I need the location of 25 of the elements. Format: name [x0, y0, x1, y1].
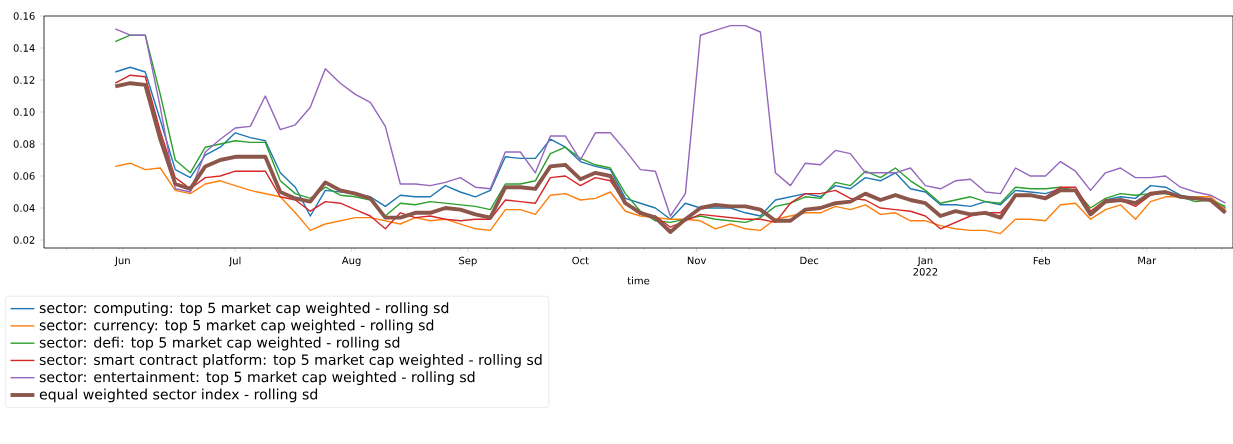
x-tick-label: Dec [800, 256, 819, 265]
y-tick-label: 0.14 [13, 44, 35, 52]
x-tick-label: Aug [341, 256, 361, 267]
legend-label: sector: computing: top 5 market cap weighted - rolling sd [39, 302, 449, 316]
y-tick-label: 0.10 [13, 108, 35, 116]
x-tick-label: Nov [687, 256, 707, 265]
legend-label: sector: entertainment: top 5 market cap weighted - rolling sd [39, 371, 475, 386]
legend-label: sector: smart contract platform: top 5 market cap weighted - rolling sd [39, 354, 542, 368]
x-tick-label: Oct [572, 256, 589, 265]
legend-label: sector: defi: top 5 market cap weighted - rolling sd [39, 336, 400, 351]
x-tick-label: Jun [114, 256, 130, 267]
y-tick-label: 0.08 [13, 140, 35, 148]
y-tick-label: 0.04 [13, 204, 35, 212]
x-tick-label: Jul [228, 256, 241, 267]
x-axis-title: time [627, 276, 650, 285]
y-tick-label: 0.16 [13, 12, 35, 20]
y-tick-label: 0.02 [13, 236, 35, 244]
x-tick-label: Feb [1033, 256, 1051, 265]
legend-label: equal weighted sector index - rolling sd [39, 388, 318, 403]
x-tick-label: Jan 2022 [913, 256, 938, 276]
legend-label: sector: currency: top 5 market cap weighted - rolling sd [39, 319, 434, 334]
y-tick-label: 0.06 [13, 172, 35, 180]
x-tick-label: Sep [459, 256, 477, 267]
y-tick-label: 0.12 [13, 76, 35, 84]
x-tick-label: Mar [1138, 256, 1157, 265]
